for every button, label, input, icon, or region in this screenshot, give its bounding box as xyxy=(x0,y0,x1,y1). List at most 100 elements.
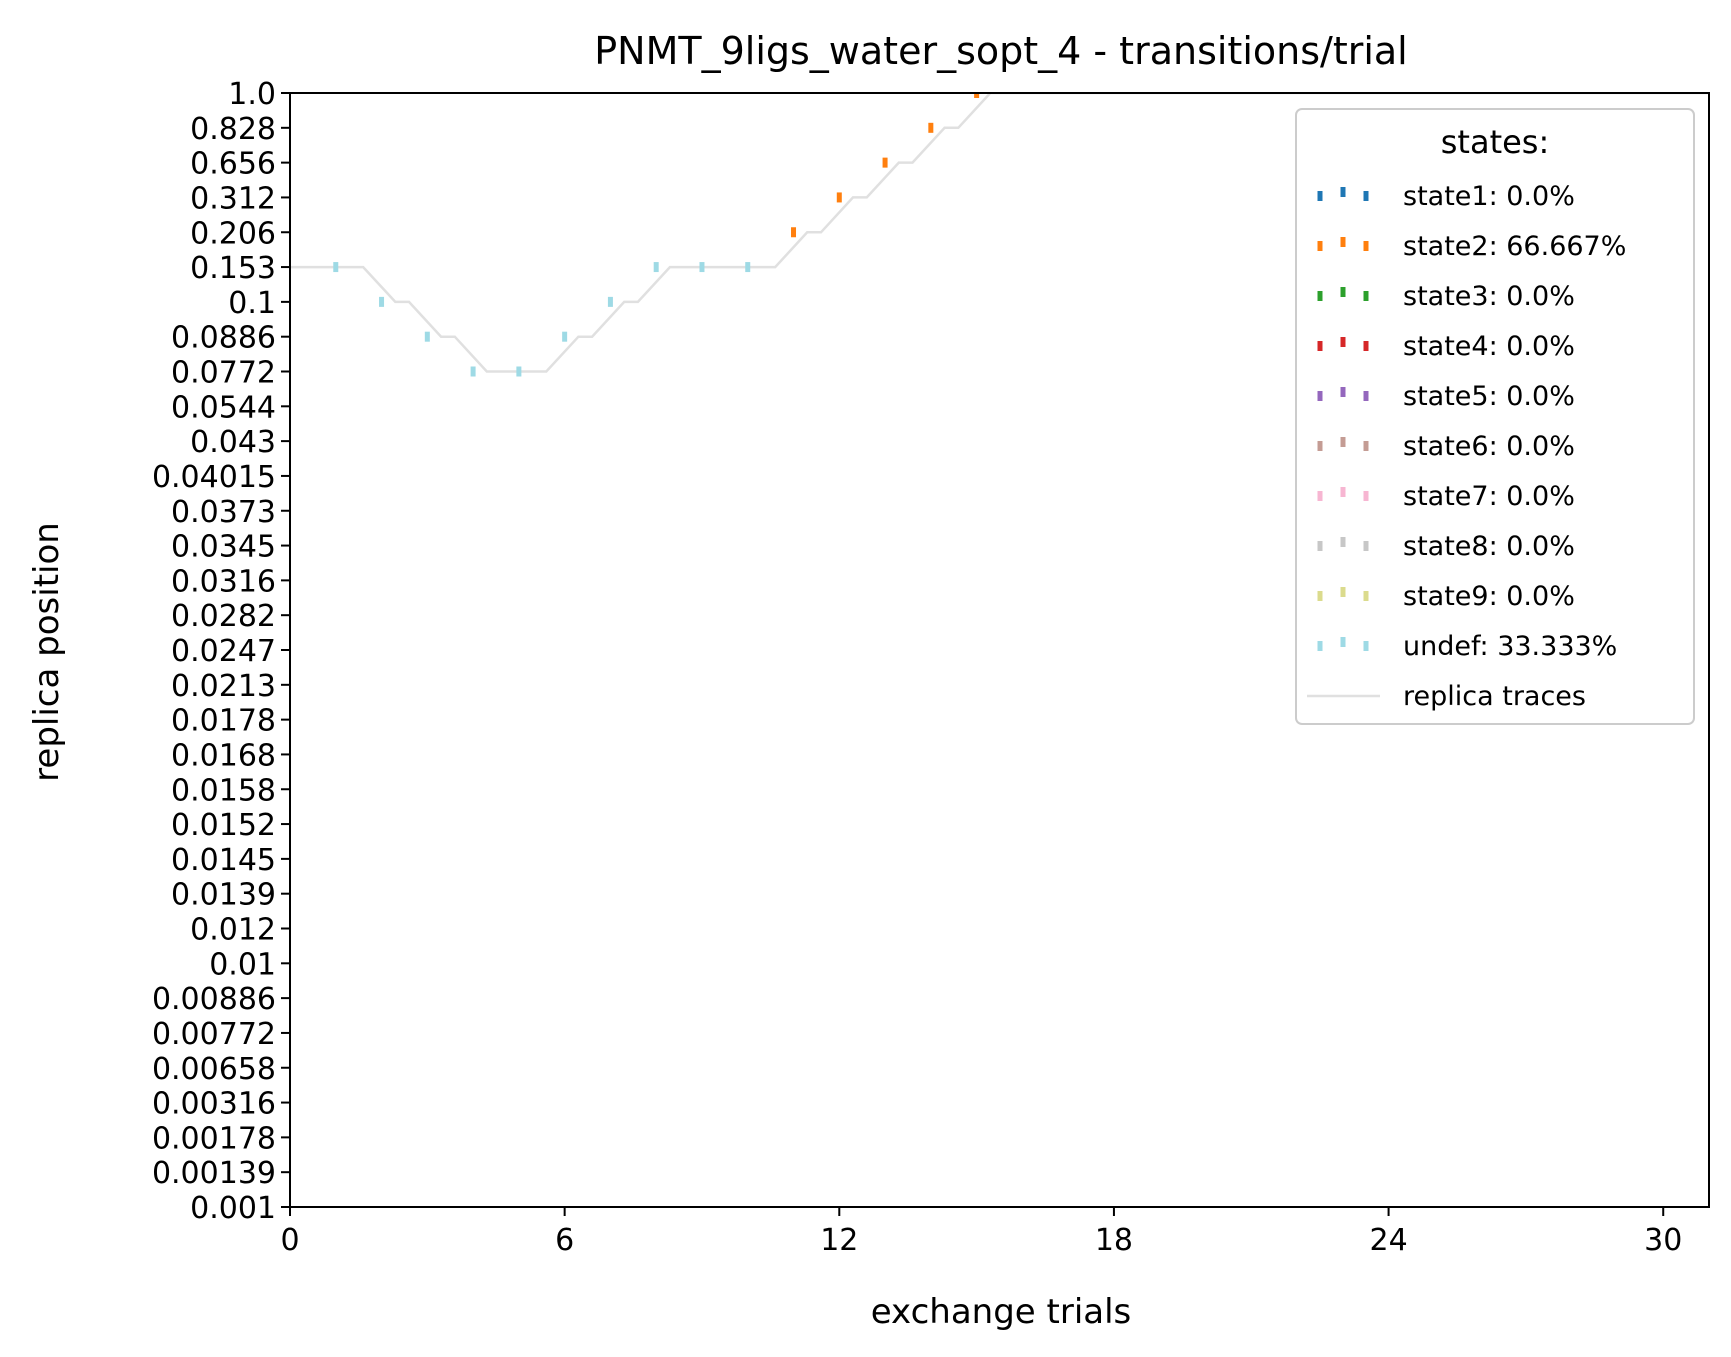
y-tick-label: 0.0772 xyxy=(171,356,276,391)
marker-undef-4 xyxy=(470,366,476,377)
legend-swatch xyxy=(1317,191,1323,201)
legend-swatch xyxy=(1363,641,1369,651)
y-tick-label: 0.153 xyxy=(190,251,276,286)
y-tick-label: 0.0886 xyxy=(171,321,276,356)
marker-undef-6 xyxy=(562,331,568,342)
legend-swatch xyxy=(1317,341,1323,351)
y-tick-label: 0.0213 xyxy=(171,669,276,704)
y-tick-label: 0.0139 xyxy=(171,878,276,913)
marker-state2-13 xyxy=(882,157,888,168)
legend-swatch xyxy=(1317,591,1323,601)
legend-item-undef: undef: 33.333% xyxy=(1317,631,1617,662)
legend-item-state4: state4: 0.0% xyxy=(1317,331,1575,362)
y-axis: 0.0010.001390.001780.003160.006580.00772… xyxy=(152,77,290,1226)
legend-item-state9: state9: 0.0% xyxy=(1317,581,1575,612)
legend-label: state6: 0.0% xyxy=(1403,431,1575,462)
legend-swatch xyxy=(1340,237,1346,247)
y-tick-label: 0.01 xyxy=(209,947,276,982)
y-tick-label: 0.206 xyxy=(190,216,276,251)
replica-trace-line xyxy=(290,93,1709,373)
legend-swatch xyxy=(1340,387,1346,397)
legend-swatch xyxy=(1340,437,1346,447)
legend-label: state3: 0.0% xyxy=(1403,281,1575,312)
legend-label: state5: 0.0% xyxy=(1403,381,1575,412)
legend: states: state1: 0.0% state2: 66.667% state3… xyxy=(1295,108,1695,725)
marker-state2-15 xyxy=(974,93,980,98)
y-tick-label: 0.0544 xyxy=(171,390,276,425)
y-tick-label: 0.656 xyxy=(190,147,276,182)
y-tick-label: 0.0178 xyxy=(171,704,276,739)
y-tick-label: 0.00658 xyxy=(152,1052,276,1087)
legend-label: state2: 66.667% xyxy=(1403,231,1626,262)
legend-title: states: xyxy=(1441,123,1550,161)
y-tick-label: 0.0373 xyxy=(171,495,276,530)
chart-title: PNMT_9ligs_water_sopt_4 - transitions/tr… xyxy=(594,29,1408,73)
x-tick-label: 12 xyxy=(820,1223,858,1258)
marker-undef-5 xyxy=(516,366,522,377)
y-tick-label: 0.0158 xyxy=(171,773,276,808)
legend-label: state1: 0.0% xyxy=(1403,181,1575,212)
legend-item-state5: state5: 0.0% xyxy=(1317,381,1575,412)
legend-label: undef: 33.333% xyxy=(1403,631,1617,662)
legend-item-state8: state8: 0.0% xyxy=(1317,531,1575,562)
marker-undef-7 xyxy=(607,296,613,307)
legend-swatch xyxy=(1317,441,1323,451)
y-tick-label: 0.0152 xyxy=(171,808,276,843)
y-tick-label: 0.012 xyxy=(190,913,276,948)
marker-state2-11 xyxy=(791,227,797,238)
legend-item-state1: state1: 0.0% xyxy=(1317,181,1575,212)
legend-swatch xyxy=(1363,291,1369,301)
y-tick-label: 0.00886 xyxy=(152,982,276,1017)
x-axis-label: exchange trials xyxy=(871,1292,1132,1332)
legend-item-state3: state3: 0.0% xyxy=(1317,281,1575,312)
x-tick-label: 24 xyxy=(1369,1223,1407,1258)
legend-swatch xyxy=(1340,537,1346,547)
marker-undef-1 xyxy=(333,262,339,273)
legend-label: state9: 0.0% xyxy=(1403,581,1575,612)
marker-undef-8 xyxy=(653,262,659,273)
marker-undef-9 xyxy=(699,262,705,273)
legend-swatch xyxy=(1317,541,1323,551)
legend-item-state6: state6: 0.0% xyxy=(1317,431,1575,462)
legend-swatch xyxy=(1363,591,1369,601)
marker-undef-3 xyxy=(424,331,430,342)
legend-label: state4: 0.0% xyxy=(1403,331,1575,362)
legend-item-state7: state7: 0.0% xyxy=(1317,481,1575,512)
marker-state2-12 xyxy=(836,192,842,203)
y-tick-label: 0.0247 xyxy=(171,634,276,669)
y-tick-label: 0.0345 xyxy=(171,530,276,565)
legend-label: state8: 0.0% xyxy=(1403,531,1575,562)
legend-swatch xyxy=(1363,441,1369,451)
plot-content xyxy=(290,93,1709,377)
legend-swatch xyxy=(1340,337,1346,347)
legend-swatch xyxy=(1317,291,1323,301)
x-tick-label: 30 xyxy=(1644,1223,1682,1258)
y-axis-label: replica position xyxy=(27,522,67,782)
y-tick-label: 0.00139 xyxy=(152,1156,276,1191)
y-tick-label: 0.043 xyxy=(190,425,276,460)
y-tick-label: 0.0316 xyxy=(171,564,276,599)
legend-swatch xyxy=(1363,391,1369,401)
legend-swatch xyxy=(1340,637,1346,647)
y-tick-label: 0.0168 xyxy=(171,738,276,773)
marker-undef-2 xyxy=(379,296,385,307)
y-tick-label: 0.0145 xyxy=(171,843,276,878)
y-tick-label: 0.312 xyxy=(190,181,276,216)
x-tick-label: 18 xyxy=(1095,1223,1133,1258)
marker-state2-14 xyxy=(928,122,934,133)
legend-box xyxy=(1295,108,1695,725)
legend-swatch xyxy=(1363,341,1369,351)
y-tick-label: 0.00178 xyxy=(152,1121,276,1156)
x-tick-label: 6 xyxy=(555,1223,574,1258)
y-tick-label: 0.00316 xyxy=(152,1087,276,1122)
legend-item-state2: state2: 66.667% xyxy=(1317,231,1626,262)
y-tick-label: 0.828 xyxy=(190,112,276,147)
legend-swatch xyxy=(1340,187,1346,197)
legend-label: replica traces xyxy=(1403,681,1586,712)
y-tick-label: 0.00772 xyxy=(152,1017,276,1052)
legend-swatch xyxy=(1363,191,1369,201)
legend-swatch xyxy=(1340,487,1346,497)
legend-swatch xyxy=(1340,587,1346,597)
marker-undef-10 xyxy=(745,262,751,273)
